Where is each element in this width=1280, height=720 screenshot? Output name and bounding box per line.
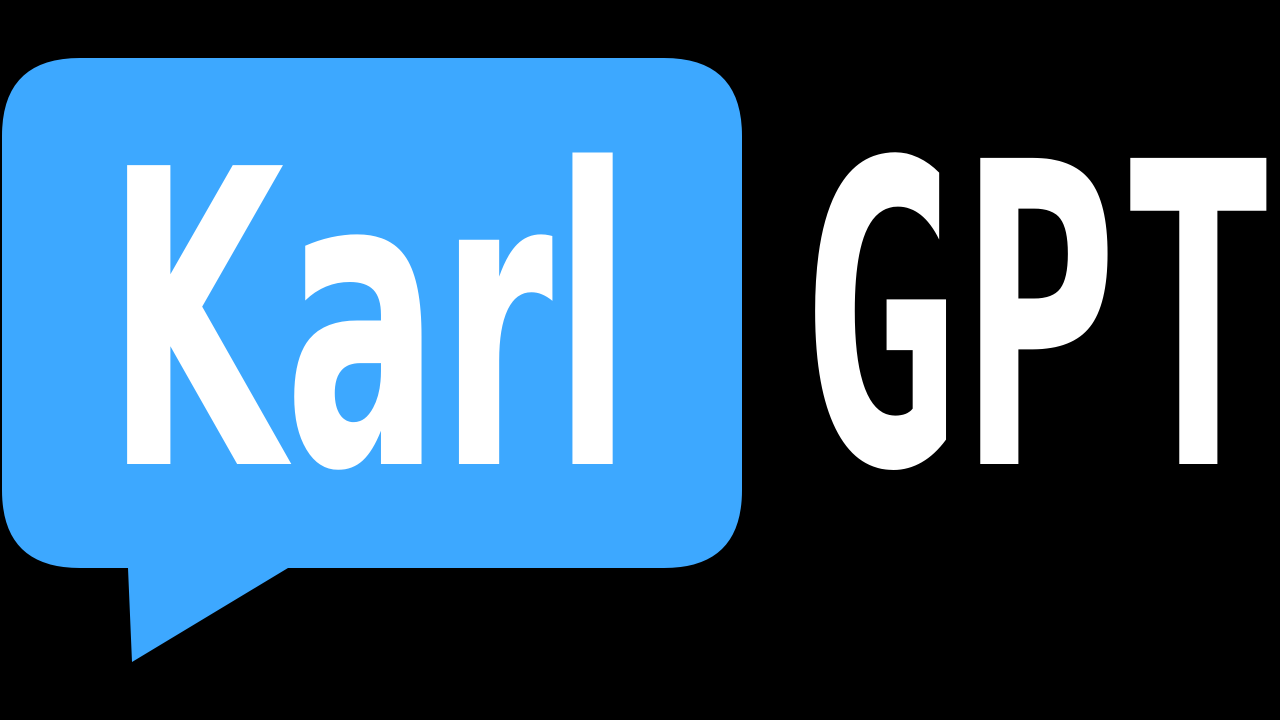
- speech-bubble-icon: [2, 58, 742, 662]
- logo-word-karl: Karl: [106, 83, 632, 561]
- logo-word-gpt: GPT: [800, 75, 1278, 564]
